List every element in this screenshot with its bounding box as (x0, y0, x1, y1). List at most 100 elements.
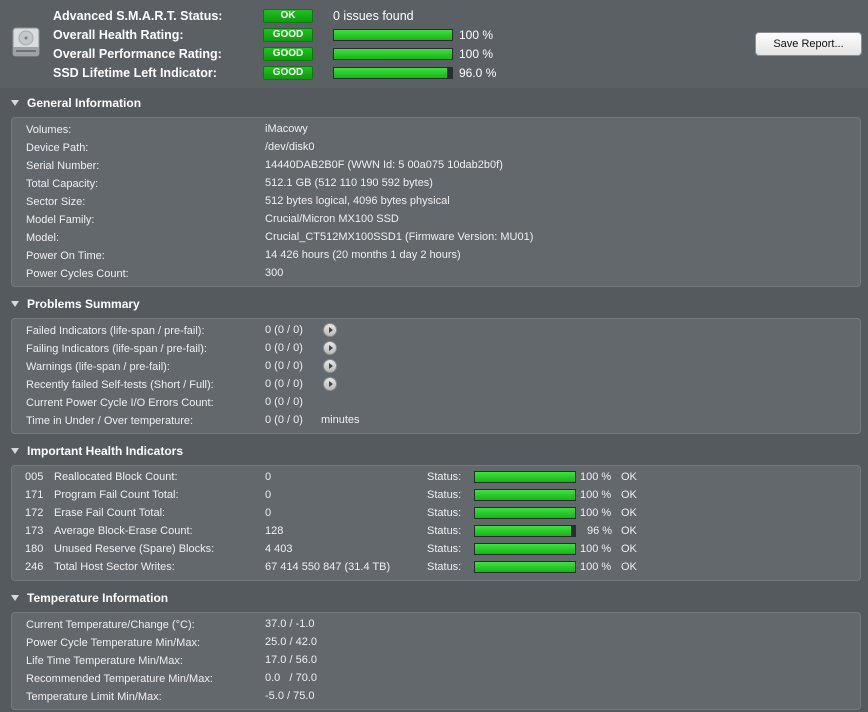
problem-row: Recently failed Self-tests (Short / Full… (26, 376, 214, 394)
attribute-bar (474, 543, 576, 555)
health-section-header[interactable]: Important Health Indicators (0, 440, 868, 462)
details-arrow-icon[interactable] (323, 341, 337, 355)
info-value: Crucial_CT512MX100SSD1 (Firmware Version… (265, 231, 534, 243)
info-key: Sector Size: (26, 196, 86, 208)
save-report-button[interactable]: Save Report... (755, 32, 862, 56)
temperature-key: Temperature Limit Min/Max: (26, 691, 162, 703)
attribute-bar (474, 489, 576, 501)
issues-text: 0 issues found (333, 8, 414, 23)
attribute-percent: 100 % (580, 561, 612, 573)
info-value: 14 426 hours (20 months 1 day 2 hours) (265, 249, 461, 261)
temperature-key: Life Time Temperature Min/Max: (26, 655, 183, 667)
performance-rating-badge: GOOD (263, 46, 313, 61)
health-rating-label: Overall Health Rating: (53, 27, 184, 42)
problem-row: Time in Under / Over temperature: (26, 412, 193, 430)
info-value: 512 bytes logical, 4096 bytes physical (265, 195, 450, 207)
attribute-state: OK (621, 489, 637, 501)
attribute-state: OK (621, 543, 637, 555)
temperature-key: Current Temperature/Change (°C): (26, 619, 195, 631)
attribute-id: 173 (25, 525, 44, 537)
performance-rating-row: Overall Performance Rating: GOOD 100 % (53, 44, 493, 63)
info-key: Power Cycles Count: (26, 268, 129, 280)
info-key: Total Capacity: (26, 178, 99, 190)
temperature-section-header[interactable]: Temperature Information (0, 587, 868, 609)
attribute-name: Erase Fail Count Total: (54, 507, 166, 519)
attribute-state: OK (621, 561, 637, 573)
temperature-row: Temperature Limit Min/Max: (26, 688, 162, 706)
attribute-value: 4 403 (265, 543, 293, 555)
status-header: Advanced S.M.A.R.T. Status: OK 0 issues … (0, 0, 868, 88)
info-key: Model: (26, 232, 60, 244)
info-key: Model Family: (26, 214, 95, 226)
info-row: Sector Size: (26, 193, 85, 211)
status-label: Status: (427, 489, 462, 501)
problems-section-header[interactable]: Problems Summary (0, 293, 868, 315)
temperature-row: Recommended Temperature Min/Max: (26, 670, 213, 688)
general-section-header[interactable]: General Information (0, 92, 868, 114)
section-title: Problems Summary (27, 297, 140, 311)
info-key: Device Path: (26, 142, 89, 154)
info-row: Power On Time: (26, 247, 105, 265)
attribute-bar (474, 507, 576, 519)
health-rating-bar (333, 28, 453, 41)
details-arrow-icon[interactable] (323, 359, 337, 373)
temperature-value: -5.0 / 75.0 (265, 690, 315, 702)
problem-value: 0 (0 / 0) (265, 342, 303, 354)
info-key: Volumes: (26, 124, 72, 136)
info-key: Power On Time: (26, 250, 105, 262)
problems-panel: Failed Indicators (life-span / pre-fail)… (11, 318, 861, 434)
attribute-name: Program Fail Count Total: (54, 489, 179, 501)
section-title: Temperature Information (27, 591, 169, 605)
temperature-key: Recommended Temperature Min/Max: (26, 673, 213, 685)
info-row: Device Path: (26, 139, 88, 157)
lifetime-left-label: SSD Lifetime Left Indicator: (53, 65, 217, 80)
lifetime-left-bar (333, 66, 453, 79)
attribute-value: 0 (265, 507, 272, 519)
disclosure-triangle-icon[interactable] (11, 448, 19, 454)
attribute-state: OK (621, 525, 637, 537)
details-arrow-icon[interactable] (323, 323, 337, 337)
attribute-name: Average Block-Erase Count: (54, 525, 193, 537)
details-arrow-icon[interactable] (323, 377, 337, 391)
disclosure-triangle-icon[interactable] (11, 100, 19, 106)
status-label: Status: (427, 471, 462, 483)
attribute-percent: 100 % (580, 543, 612, 555)
status-label: Status: (427, 525, 462, 537)
temperature-value: 17.0 / 56.0 (265, 654, 317, 666)
section-title: General Information (27, 96, 142, 110)
info-row: Model: (26, 229, 59, 247)
info-value: iMacowy (265, 123, 308, 135)
info-value: Crucial/Micron MX100 SSD (265, 213, 399, 225)
problem-value: 0 (0 / 0) (265, 414, 303, 426)
attribute-state: OK (621, 471, 637, 483)
attribute-percent: 100 % (580, 507, 612, 519)
disclosure-triangle-icon[interactable] (11, 301, 19, 307)
attribute-name: Unused Reserve (Spare) Blocks: (54, 543, 215, 555)
problem-value: 0 (0 / 0) (265, 324, 303, 336)
info-value: 300 (265, 267, 284, 279)
temperature-row: Current Temperature/Change (°C): (26, 616, 195, 634)
health-panel: 005 Reallocated Block Count: 0 Status: 1… (11, 465, 861, 581)
info-key: Serial Number: (26, 160, 100, 172)
attribute-value: 0 (265, 471, 272, 483)
problem-value: 0 (0 / 0) (265, 396, 303, 408)
problem-unit: minutes (321, 414, 360, 426)
info-value: /dev/disk0 (265, 141, 315, 153)
attribute-state: OK (621, 507, 637, 519)
smart-status-row: Advanced S.M.A.R.T. Status: OK 0 issues … (53, 6, 414, 25)
health-rating-percent: 100 % (459, 27, 494, 42)
problem-key: Failing Indicators (life-span / pre-fail… (26, 343, 207, 355)
status-label: Status: (427, 561, 462, 573)
disclosure-triangle-icon[interactable] (11, 595, 19, 601)
info-row: Power Cycles Count: (26, 265, 129, 283)
lifetime-left-row: SSD Lifetime Left Indicator: GOOD 96.0 % (53, 63, 496, 82)
section-title: Important Health Indicators (27, 444, 184, 458)
attribute-percent: 96 % (587, 525, 613, 537)
general-panel: Volumes: iMacowy Device Path: /dev/disk0… (11, 117, 861, 287)
temperature-value: 0.0 / 70.0 (265, 672, 317, 684)
performance-rating-percent: 100 % (459, 46, 494, 61)
performance-rating-bar (333, 47, 453, 60)
status-label: Status: (427, 507, 462, 519)
info-row: Total Capacity: (26, 175, 98, 193)
attribute-bar (474, 561, 576, 573)
